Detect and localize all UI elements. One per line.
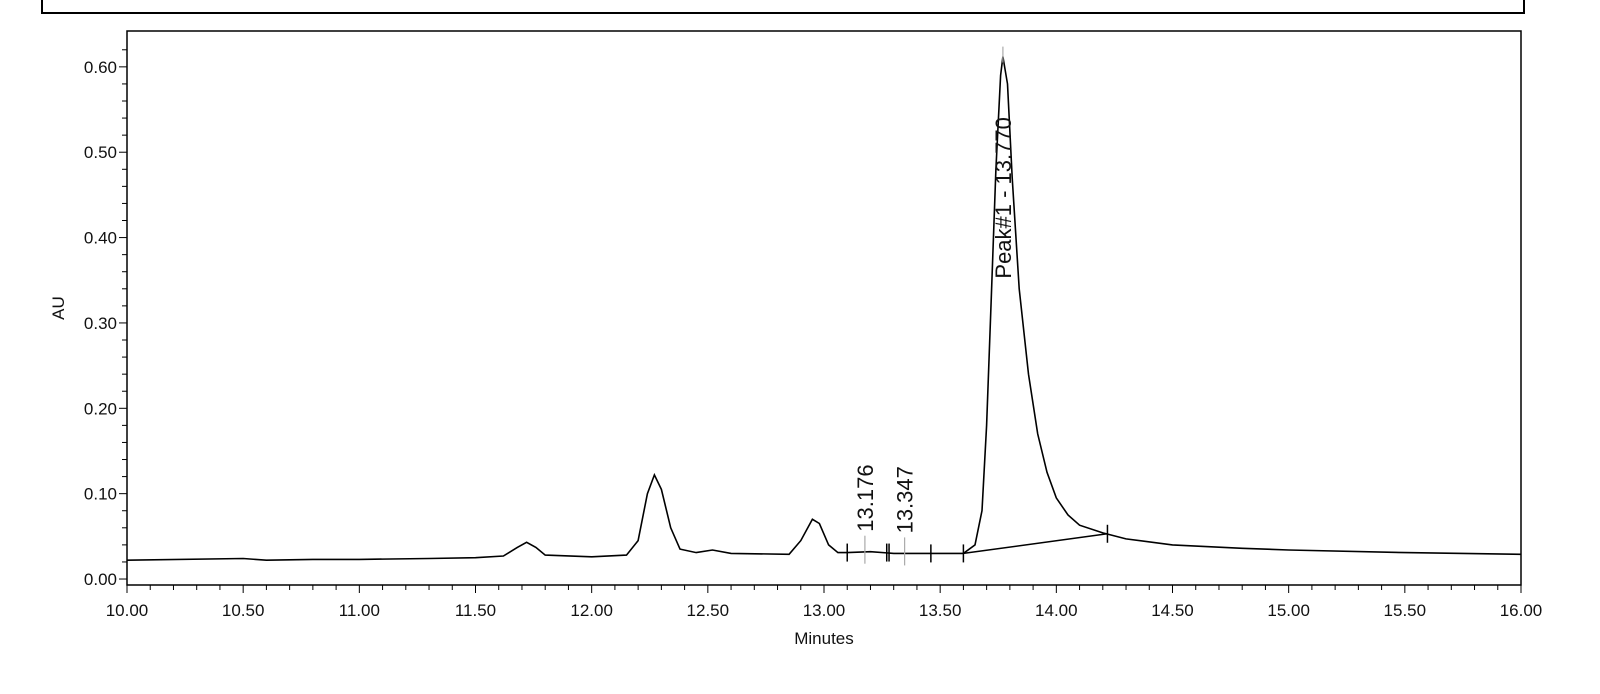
x-tick-label: 13.50 — [919, 601, 962, 620]
x-tick-label: 10.00 — [106, 601, 149, 620]
x-tick-label: 12.50 — [687, 601, 730, 620]
x-tick-label: 12.00 — [570, 601, 613, 620]
y-tick-label: 0.60 — [84, 58, 117, 77]
y-axis-label: AU — [49, 296, 68, 320]
x-tick-label: 16.00 — [1500, 601, 1543, 620]
x-tick-label: 15.50 — [1384, 601, 1427, 620]
y-tick-label: 0.00 — [84, 570, 117, 589]
y-tick-label: 0.50 — [84, 143, 117, 162]
annotation: Peak#1 - 13.770 — [991, 117, 1016, 278]
x-axis-label: Minutes — [794, 629, 854, 648]
annotation: 13.176 — [853, 464, 878, 531]
x-tick-label: 11.00 — [339, 601, 380, 620]
header-frame — [41, 0, 1525, 14]
y-tick-label: 0.10 — [84, 485, 117, 504]
trace-line — [126, 56, 1522, 562]
x-tick-label: 15.00 — [1267, 601, 1310, 620]
x-tick-label: 14.50 — [1151, 601, 1194, 620]
baseline — [963, 533, 1108, 555]
y-tick-label: 0.40 — [84, 229, 117, 248]
plot-frame — [126, 30, 1522, 586]
y-tick-label: 0.30 — [84, 314, 117, 333]
x-tick-label: 14.00 — [1035, 601, 1078, 620]
x-tick-label: 13.00 — [803, 601, 846, 620]
annotation: 13.347 — [893, 466, 918, 533]
y-tick-label: 0.20 — [84, 399, 117, 418]
x-tick-label: 10.50 — [222, 601, 265, 620]
x-tick-label: 11.50 — [455, 601, 496, 620]
